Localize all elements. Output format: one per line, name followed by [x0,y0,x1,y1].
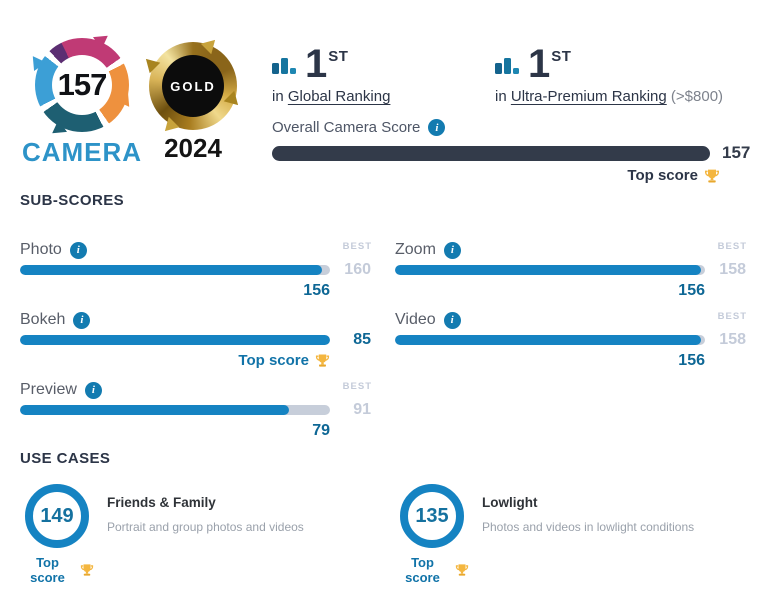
subscore-value: 85 [353,331,371,348]
trophy-icon [704,169,720,182]
subscore-name: Photo [20,241,62,258]
rank-prefix: in [495,88,507,105]
rank-caption: in Global Ranking [272,88,390,105]
subscore-zoom: Zoom i BEST 158 156 [395,238,747,308]
overall-score-number: 157 [722,143,751,162]
use-cases-section: USE CASES 149 Top score Friends & Family… [20,450,755,585]
use-case-score-ring: 135 [400,484,464,548]
subscores-section: SUB-SCORES Photo i BEST 160 156 [20,192,755,448]
ranking-bars-icon [272,58,296,74]
logo-tip-pink [93,30,112,50]
medal-label: GOLD [162,55,224,117]
subscore-value: 156 [678,352,705,369]
global-ranking-link[interactable]: Global Ranking [287,88,391,105]
trophy-icon [80,564,94,576]
subscore-name: Bokeh [20,311,66,328]
best-value: 91 [353,401,371,418]
camera-score-logo: 157 CAMERA [17,38,147,168]
overall-score-bar [272,145,710,161]
info-icon[interactable]: i [73,311,91,329]
best-label: BEST [717,241,747,252]
trophy-icon [455,564,469,576]
subscore-bar [395,335,705,345]
subscore-bar [395,265,705,275]
use-case-friends-family: 149 Top score Friends & Family Portrait … [20,484,395,585]
rank-suffix: ST [551,48,572,65]
best-value: 158 [719,331,746,348]
logo-tip-blue [27,52,47,71]
subscore-value: 156 [678,282,705,299]
subscore-value: 79 [312,422,330,439]
ultra-premium-ranking-link[interactable]: Ultra-Premium Ranking [510,88,667,105]
rank-prefix: in [272,88,284,105]
subscore-bar [20,335,330,345]
top-score-badge: Top score [395,555,469,585]
use-case-lowlight: 135 Top score Lowlight Photos and videos… [395,484,694,585]
use-case-description: Portrait and group photos and videos [107,520,304,534]
info-icon[interactable]: i [84,381,102,399]
best-label: BEST [342,241,372,252]
ranking-ultra-premium: 1 ST in Ultra-Premium Ranking (>$800) [495,42,723,105]
best-label: BEST [717,311,747,322]
info-icon[interactable]: i [69,241,87,259]
use-case-title: Friends & Family [107,495,216,510]
use-case-score-ring: 149 [25,484,89,548]
logo-tip-orange [116,92,136,111]
ranking-global: 1 ST in Global Ranking [272,42,390,105]
info-icon[interactable]: i [443,241,461,259]
use-case-score: 149 [40,504,74,527]
best-value: 160 [344,261,371,278]
info-icon[interactable]: i [443,311,461,329]
gold-medal-icon: GOLD [149,42,237,130]
overall-camera-score: Overall Camera Score i 157 Top score [272,119,758,184]
rank-note: (>$800) [670,88,724,105]
subscore-photo: Photo i BEST 160 156 [20,238,372,308]
top-score-badge: Top score [627,167,698,184]
best-label: BEST [342,381,372,392]
subscore-name: Zoom [395,241,436,258]
camera-label: CAMERA [21,137,143,167]
use-case-description: Photos and videos in lowlight conditions [482,520,695,534]
subscores-heading: SUB-SCORES [20,192,125,209]
trophy-icon [315,354,330,367]
gold-award: GOLD 2024 [146,42,240,164]
subscore-bokeh: Bokeh i 85 Top score [20,308,372,378]
use-case-score: 135 [415,504,449,527]
top-score-badge: Top score [238,352,330,369]
subscore-value: 156 [303,282,330,299]
ranking-bars-icon [495,58,519,74]
overall-score-value: 157 [52,55,112,115]
subscore-bar [20,265,330,275]
rank-caption: in Ultra-Premium Ranking (>$800) [495,88,723,105]
info-icon[interactable]: i [428,119,446,136]
subscore-name: Video [395,311,436,328]
subscore-preview: Preview i BEST 91 79 [20,378,372,448]
top-score-badge: Top score [20,555,94,585]
medal-tip [224,91,244,111]
rank-position: 1 [305,42,328,86]
award-year: 2024 [164,133,222,163]
medal-tip [201,35,221,55]
subscore-name: Preview [20,381,77,398]
use-case-title: Lowlight [482,495,538,510]
rank-position: 1 [528,42,551,86]
overall-score-label: Overall Camera Score [272,119,421,136]
subscore-bar [20,405,330,415]
rank-suffix: ST [328,48,349,65]
best-value: 158 [719,261,746,278]
camera-shutter-logo-icon: 157 [35,38,129,132]
use-cases-heading: USE CASES [20,450,111,467]
subscore-video: Video i BEST 158 156 [395,308,747,378]
